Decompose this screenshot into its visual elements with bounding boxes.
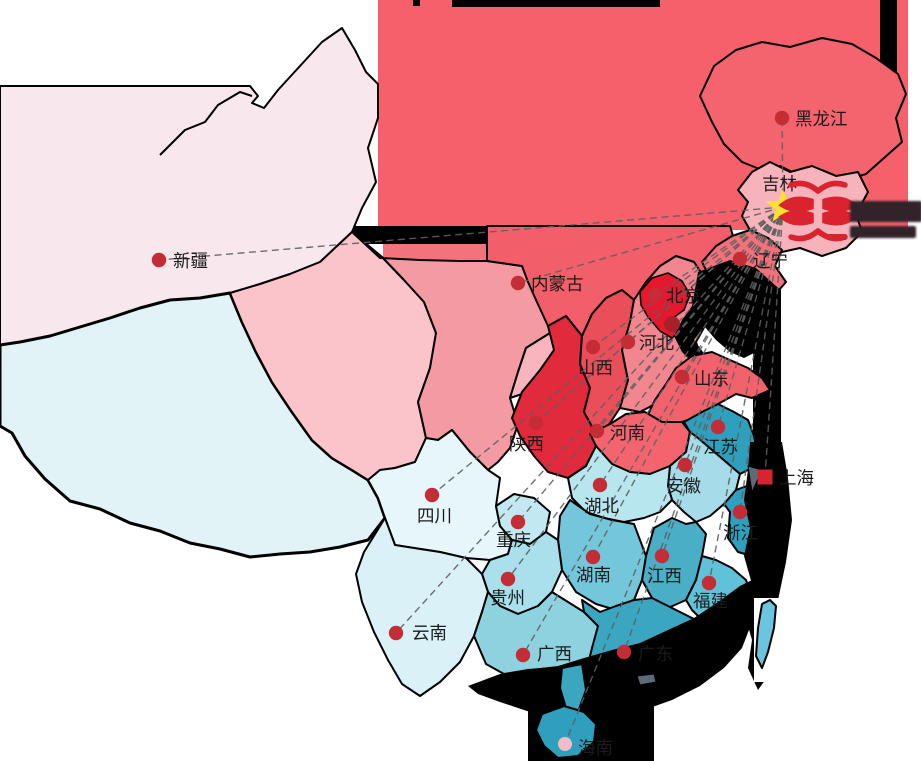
province-label-guizhou: 贵州 [490,588,525,608]
capital-dot-shanxi [585,339,601,355]
top-black-tick [413,0,420,6]
capital-dot-fujian [701,575,717,591]
logo-text-line1 [850,201,921,222]
route-line-shaanxi [535,206,784,424]
capital-dot-hebei [620,334,636,350]
capital-dot-guizhou [500,571,516,587]
capital-dot-liaoning [732,251,748,267]
province-label-neimenggu: 内蒙古 [531,274,584,294]
capital-dot-yunnan [388,625,404,641]
province-label-anhui: 安徽 [666,476,701,496]
province-label-hubei: 湖北 [584,496,619,516]
route-line-sichuan [431,206,784,496]
capital-dot-henan [589,423,605,439]
province-label-sichuan: 四川 [417,506,452,526]
capital-dot-shandong [674,369,690,385]
province-label-liaoning: 辽宁 [753,251,788,271]
province-label-guangxi: 广西 [537,644,572,664]
capital-dot-tianjin [664,316,680,332]
route-line-shandong [681,206,784,378]
route-line-zhejiang [739,206,784,513]
route-line-hubei [599,206,784,486]
capital-dot-zhejiang [732,504,748,520]
top-black-strip [452,0,660,7]
capital-dot-jiangxi [654,548,670,564]
province-label-henan: 河南 [610,423,645,443]
province-label-yunnan: 云南 [412,623,447,643]
northwest-black-band [352,226,530,244]
logo-text-line2 [850,226,916,238]
capital-dot-chongqing [510,514,526,530]
capital-dot-hunan [585,549,601,565]
province-label-hainan: 海南 [578,738,613,758]
south-china-sea [468,580,758,718]
capital-dot-heilongjiang [774,110,790,126]
province-label-xinjiang: 新疆 [173,251,208,271]
route-line-fujian [708,206,784,584]
province-label-hebei: 河北 [639,333,674,353]
capital-dot-hainan [558,737,572,751]
province-label-jilin: 吉林 [762,174,797,194]
capital-dot-neimenggu [510,275,526,291]
route-lines [158,117,784,745]
province-label-chongqing: 重庆 [496,530,531,550]
province-label-hunan: 湖南 [576,565,611,585]
province-label-fujian: 福建 [693,591,728,611]
province-hainan[interactable] [535,705,597,759]
capital-dot-anhui [677,457,693,473]
province-label-shanxi: 山西 [578,358,613,378]
route-line-shanghai [764,206,784,478]
route-line-hainan [564,206,784,745]
capital-dot-guangdong [616,644,632,660]
capital-markers [151,110,801,751]
capital-dot-guangxi [515,647,531,663]
route-line-guizhou [507,206,784,580]
route-line-yunnan [395,206,784,634]
province-heilongjiang[interactable] [699,37,907,181]
capital-dot-jiangsu [710,419,726,435]
capital-dot-beijing [647,287,663,303]
province-label-shandong: 山东 [694,369,729,389]
province-yunnan[interactable] [355,517,489,697]
province-label-shanghai: 上海 [779,468,814,488]
capital-dot-sichuan [424,487,440,503]
logo-underline [828,234,846,240]
route-line-beijing [654,206,784,296]
route-line-jiangsu [717,206,784,428]
province-label-jiangsu: 江苏 [703,437,738,457]
capital-dot-shaanxi [528,415,544,431]
capital-dot-xinjiang [151,252,167,268]
province-taiwan[interactable] [755,599,777,669]
route-line-xinjiang [158,206,784,261]
capital-dot-hubei [592,477,608,493]
hongkong-city-shape [636,673,657,686]
province-label-beijing: 北京 [666,286,701,306]
brand-logo [778,180,921,242]
province-label-heilongjiang: 黑龙江 [795,109,848,129]
route-line-guangxi [522,206,784,656]
route-line-shanxi [592,206,784,348]
province-label-zhejiang: 浙江 [723,523,758,543]
province-label-jiangxi: 江西 [647,566,682,586]
altai-border-line [159,91,253,156]
square-marker-shanghai [757,469,773,485]
route-line-guangdong [623,206,784,653]
province-label-guangdong: 广东 [638,644,673,664]
route-line-hunan [592,206,784,558]
province-label-shaanxi: 陕西 [509,434,544,454]
